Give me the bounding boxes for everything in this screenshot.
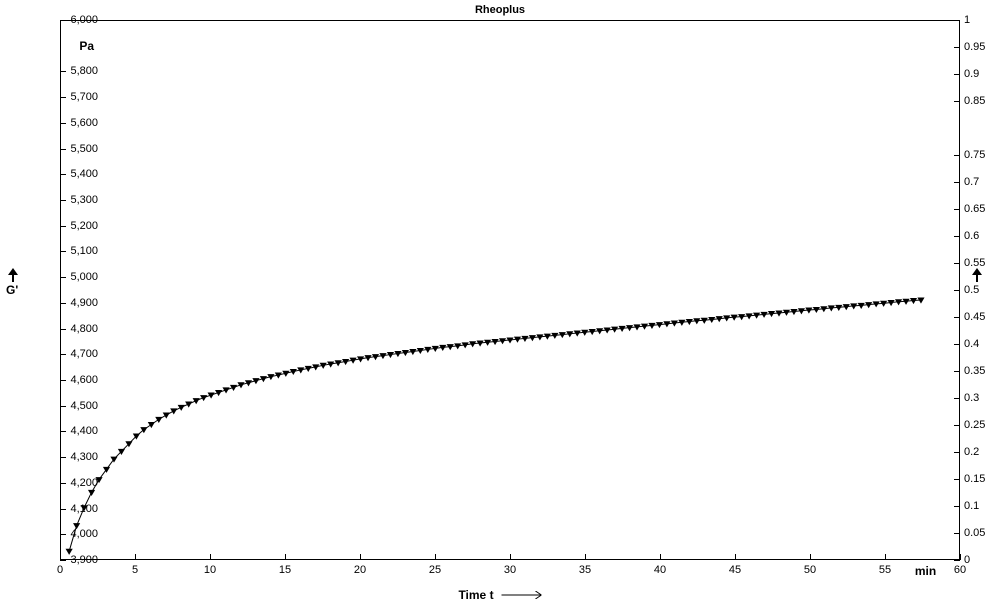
y2-tick-label: 0.75 — [964, 149, 985, 161]
x-tick-label: 0 — [57, 564, 63, 576]
y2-tick-label: 0.45 — [964, 311, 985, 323]
x-axis-label: Time t — [458, 588, 541, 602]
x-tick-label: 55 — [879, 564, 891, 576]
x-tick-label: 20 — [354, 564, 366, 576]
x-tick-label: 50 — [804, 564, 816, 576]
y1-tick-label: 4,900 — [70, 297, 98, 309]
y2-tick-label: 0.55 — [964, 257, 985, 269]
y1-tick-label: 4,600 — [70, 374, 98, 386]
y1-tick-label: 4,100 — [70, 503, 98, 515]
y1-tick-label: 4,000 — [70, 528, 98, 540]
x-tick-label: 30 — [504, 564, 516, 576]
y2-tick-label: 0.6 — [964, 230, 979, 242]
y1-tick-label: 5,300 — [70, 194, 98, 206]
y2-tick-label: 0.5 — [964, 284, 979, 296]
y1-tick-label: 5,100 — [70, 245, 98, 257]
x-tick-label: 25 — [429, 564, 441, 576]
x-tick-label: 45 — [729, 564, 741, 576]
x-axis-label-text: Time t — [458, 588, 493, 602]
y1-tick-label: 5,400 — [70, 168, 98, 180]
y1-tick-label: 5,700 — [70, 91, 98, 103]
triangle-down-icon — [155, 417, 162, 423]
x-tick-label: 5 — [132, 564, 138, 576]
y2-tick-label: 0.9 — [964, 68, 979, 80]
x-tick-label: 35 — [579, 564, 591, 576]
x-unit-label: min — [915, 564, 936, 578]
triangle-down-icon — [178, 405, 185, 411]
chart-title: Rheoplus — [475, 4, 525, 16]
plot-area — [60, 20, 960, 560]
triangle-down-icon — [148, 422, 155, 428]
triangle-down-icon — [88, 490, 95, 496]
right-arrow-icon — [502, 588, 542, 602]
y2-tick-label: 0.05 — [964, 527, 985, 539]
x-tick-label: 10 — [204, 564, 216, 576]
y1-tick-label: 4,400 — [70, 425, 98, 437]
x-tick-label: 60 — [954, 564, 966, 576]
y1-tick-label: 4,800 — [70, 323, 98, 335]
y1-tick-label: 5,600 — [70, 117, 98, 129]
y1-tick-label: 4,700 — [70, 348, 98, 360]
y1-tick-label: 6,000 — [70, 14, 98, 26]
y2-tick-label: 0.2 — [964, 446, 979, 458]
x-tick-label: 15 — [279, 564, 291, 576]
y2-tick-label: 0.35 — [964, 365, 985, 377]
y2-tick-label: 0.25 — [964, 419, 985, 431]
y1-tick-label: 5,200 — [70, 220, 98, 232]
triangle-down-icon — [185, 401, 192, 407]
y1-tick-label: 4,500 — [70, 400, 98, 412]
y2-tick-label: 0.7 — [964, 176, 979, 188]
y1-unit-label: Pa — [79, 39, 94, 53]
y1-tick-label: 3,900 — [70, 554, 98, 566]
y2-tick-label: 0.65 — [964, 203, 985, 215]
y1-arrow-icon — [8, 268, 18, 287]
x-tick-label: 40 — [654, 564, 666, 576]
y2-tick-label: 0.85 — [964, 95, 985, 107]
y1-tick-label: 4,200 — [70, 477, 98, 489]
y1-tick-label: 4,300 — [70, 451, 98, 463]
series-line — [69, 300, 921, 551]
series-svg — [61, 21, 959, 559]
y2-tick-label: 0.15 — [964, 473, 985, 485]
y2-tick-label: 0.3 — [964, 392, 979, 404]
triangle-down-icon — [170, 408, 177, 414]
y2-tick-label: 0.4 — [964, 338, 979, 350]
triangle-down-icon — [193, 398, 200, 404]
y1-tick-label: 5,800 — [70, 65, 98, 77]
y2-tick-label: 0.1 — [964, 500, 979, 512]
y2-tick-label: 1 — [964, 14, 970, 26]
triangle-down-icon — [163, 413, 170, 419]
y1-tick-label: 5,500 — [70, 143, 98, 155]
y1-tick-label: 5,000 — [70, 271, 98, 283]
y2-tick-label: 0.95 — [964, 41, 985, 53]
